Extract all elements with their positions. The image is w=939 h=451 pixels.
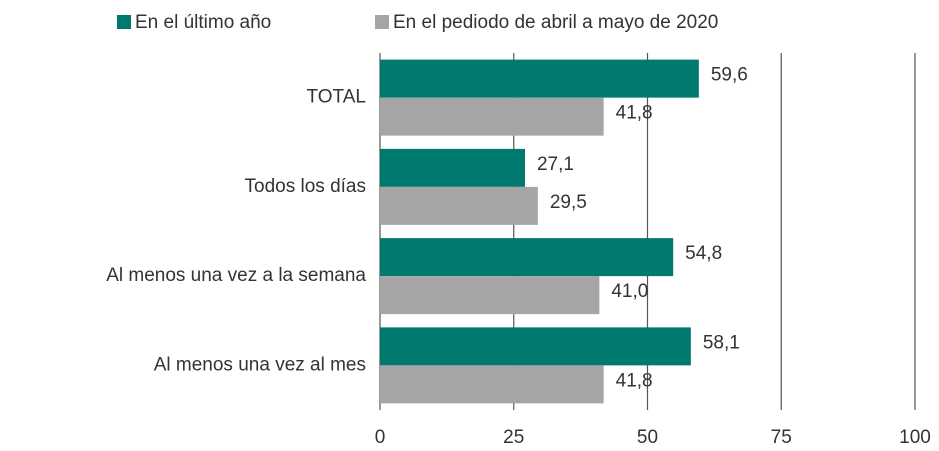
- bar: [380, 148, 525, 187]
- value-label: 59,6: [711, 65, 748, 86]
- value-label: 54,8: [685, 243, 722, 264]
- value-label: 41,8: [616, 370, 653, 391]
- y-tick-label: Al menos una vez a la semana: [106, 265, 366, 286]
- bar: [380, 238, 674, 277]
- value-label: 41,8: [616, 103, 653, 124]
- legend-swatch: [375, 15, 389, 29]
- value-label: 29,5: [550, 192, 587, 213]
- value-label: 27,1: [537, 154, 574, 175]
- value-label: 41,0: [611, 281, 648, 302]
- bar: [380, 59, 699, 98]
- x-tick-label: 25: [503, 427, 524, 448]
- y-tick-label: TOTAL: [307, 87, 366, 108]
- legend-swatch: [117, 15, 131, 29]
- value-label: 58,1: [703, 332, 740, 353]
- x-tick-label: 75: [771, 427, 792, 448]
- x-tick-label: 50: [637, 427, 658, 448]
- bar: [380, 97, 604, 136]
- legend-label: En el último año: [135, 12, 271, 33]
- bar: [380, 276, 600, 315]
- bar: [380, 327, 691, 366]
- y-tick-label: Al menos una vez al mes: [154, 354, 366, 375]
- x-tick-label: 100: [899, 427, 931, 448]
- bar: [380, 186, 538, 225]
- x-tick-label: 0: [375, 427, 386, 448]
- bar: [380, 365, 604, 404]
- y-tick-label: Todos los días: [245, 176, 366, 197]
- legend-label: En el pediodo de abril a mayo de 2020: [393, 12, 718, 33]
